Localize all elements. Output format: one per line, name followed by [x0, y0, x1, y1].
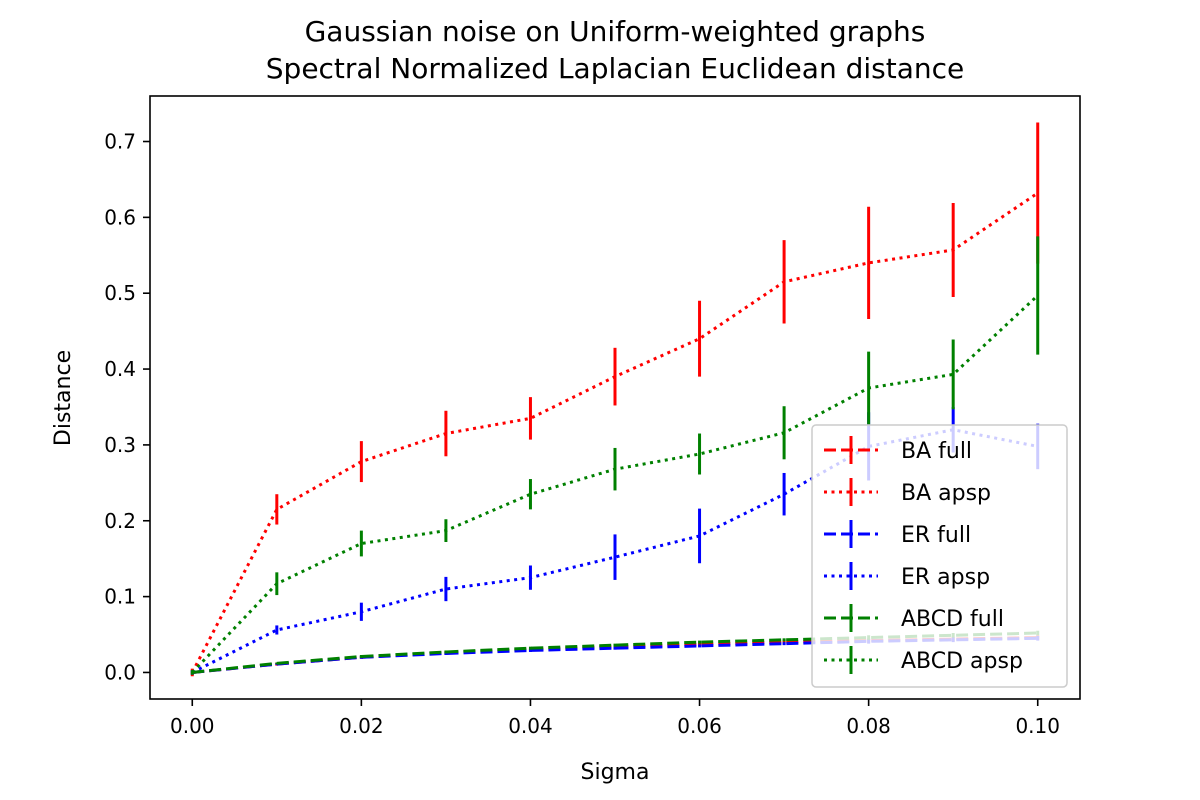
series-5 — [190, 236, 1040, 675]
x-tick-label: 0.00 — [170, 714, 215, 738]
chart-subtitle: Spectral Normalized Laplacian Euclidean … — [266, 52, 964, 85]
x-tick-label: 0.02 — [339, 714, 384, 738]
legend-label: ABCD full — [901, 607, 1004, 632]
legend-item: BA apsp — [824, 478, 991, 506]
legend-box — [811, 424, 1068, 688]
legend-label: BA full — [901, 439, 972, 464]
legend-item: ABCD apsp — [824, 646, 1023, 674]
x-tick-label: 0.08 — [846, 714, 891, 738]
x-tick-label: 0.10 — [1015, 714, 1060, 738]
y-tick-label: 0.7 — [104, 130, 136, 154]
y-tick-label: 0.0 — [104, 660, 136, 684]
legend-item: ER full — [824, 520, 971, 548]
legend-item: ABCD full — [824, 604, 1004, 632]
legend-entries: BA full BA apsp ER full ER apsp ABCD full ABC… — [824, 436, 1023, 674]
y-axis-label: Distance — [51, 350, 76, 446]
legend-item: BA full — [824, 436, 972, 464]
y-tick-label: 0.6 — [104, 205, 136, 229]
x-tick-label: 0.06 — [677, 714, 722, 738]
plot-frame — [149, 95, 1081, 700]
legend: BA full BA apsp ER full ER apsp ABCD full ABC… — [811, 424, 1068, 688]
legend-label: ABCD apsp — [901, 649, 1023, 674]
y-tick-label: 0.4 — [104, 357, 136, 381]
y-tick-label: 0.2 — [104, 509, 136, 533]
legend-label: ER apsp — [901, 565, 990, 590]
legend-label: ER full — [901, 523, 971, 548]
chart-title: Gaussian noise on Uniform-weighted graph… — [305, 15, 926, 48]
legend-item: ER apsp — [824, 562, 990, 590]
y-tick-label: 0.1 — [104, 585, 136, 609]
x-axis-label: Sigma — [581, 760, 650, 785]
y-tick-label: 0.3 — [104, 433, 136, 457]
series-line-3 — [191, 428, 1039, 674]
ticks-layer: 0.00 0.02 0.04 0.06 0.08 0.10 0.0 0.1 0.2 0.3 0.4 0… — [104, 130, 1060, 738]
y-tick-label: 0.5 — [104, 281, 136, 305]
legend-label: BA apsp — [901, 481, 991, 506]
x-tick-label: 0.04 — [508, 714, 553, 738]
